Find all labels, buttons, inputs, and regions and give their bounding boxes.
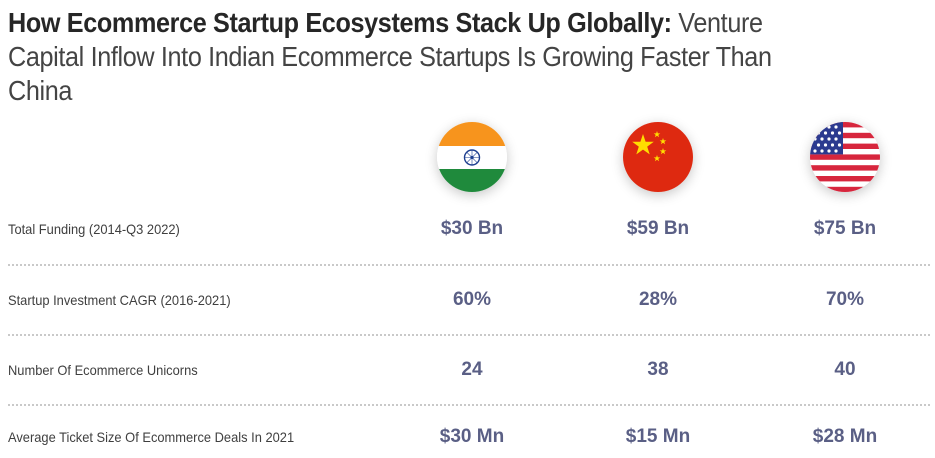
value-china-ticket-size: $15 Mn <box>625 426 691 447</box>
usa-flag-icon <box>810 122 880 192</box>
value-usa-investment-cagr: 70% <box>825 289 865 310</box>
row-label-total-funding: Total Funding (2014-Q3 2022) <box>8 221 180 237</box>
value-china-unicorns: 38 <box>647 359 669 380</box>
chart-title-bold: How Ecommerce Startup Ecosystems Stack U… <box>8 7 672 38</box>
value-india-investment-cagr: 60% <box>452 289 492 310</box>
value-usa-unicorns: 40 <box>834 359 856 380</box>
chart-title-light: Venture Capital Inflow Into Indian Ecomm… <box>8 7 772 106</box>
row-divider <box>8 264 930 266</box>
row-divider <box>8 334 930 336</box>
row-label-unicorns: Number Of Ecommerce Unicorns <box>8 362 198 378</box>
row-label-ticket-size: Average Ticket Size Of Ecommerce Deals I… <box>8 429 295 445</box>
row-divider <box>8 404 930 406</box>
china-flag-icon <box>623 122 693 192</box>
value-usa-ticket-size: $28 Mn <box>812 426 878 447</box>
value-usa-total-funding: $75 Bn <box>813 218 877 239</box>
value-china-investment-cagr: 28% <box>638 289 678 310</box>
value-india-ticket-size: $30 Mn <box>439 426 505 447</box>
value-china-total-funding: $59 Bn <box>626 218 690 239</box>
value-india-total-funding: $30 Bn <box>440 218 504 239</box>
row-label-investment-cagr: Startup Investment CAGR (2016-2021) <box>8 292 231 308</box>
india-flag-icon <box>437 122 507 192</box>
value-india-unicorns: 24 <box>461 359 483 380</box>
chart-title: How Ecommerce Startup Ecosystems Stack U… <box>8 6 836 108</box>
